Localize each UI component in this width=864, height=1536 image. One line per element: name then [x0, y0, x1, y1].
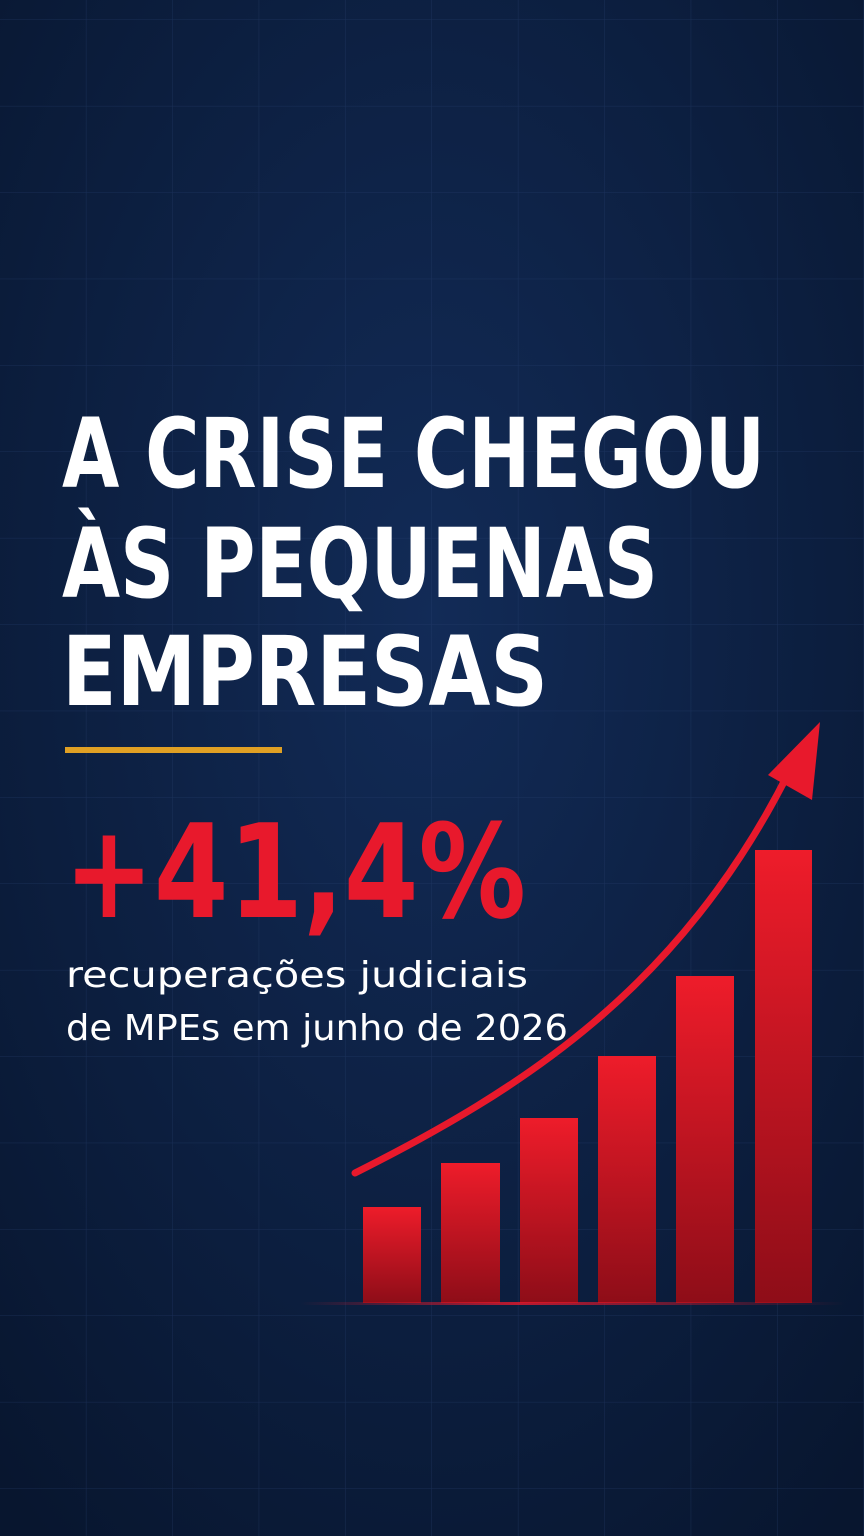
headline-line: A CRISE CHEGOU: [62, 398, 765, 510]
headline-line: ÀS PEQUENAS: [62, 507, 658, 620]
decorative-chart: [300, 722, 845, 1305]
decorative-bar: [441, 1163, 500, 1303]
description-line: recuperações judiciais: [66, 955, 528, 996]
decorative-bar: [598, 1056, 656, 1303]
decorative-baseline: [300, 1302, 845, 1305]
trend-arrow: [351, 766, 794, 1177]
divider: [65, 747, 282, 753]
stat-value: +41,4%: [64, 796, 526, 948]
decorative-bar: [676, 976, 734, 1303]
description-line: de MPEs em junho de 2026: [66, 1008, 568, 1049]
decorative-bar: [520, 1118, 578, 1303]
arrow-head: [768, 722, 820, 800]
headline-line: EMPRESAS: [62, 616, 548, 728]
decorative-bar: [755, 850, 812, 1303]
decorative-bar: [363, 1207, 421, 1303]
